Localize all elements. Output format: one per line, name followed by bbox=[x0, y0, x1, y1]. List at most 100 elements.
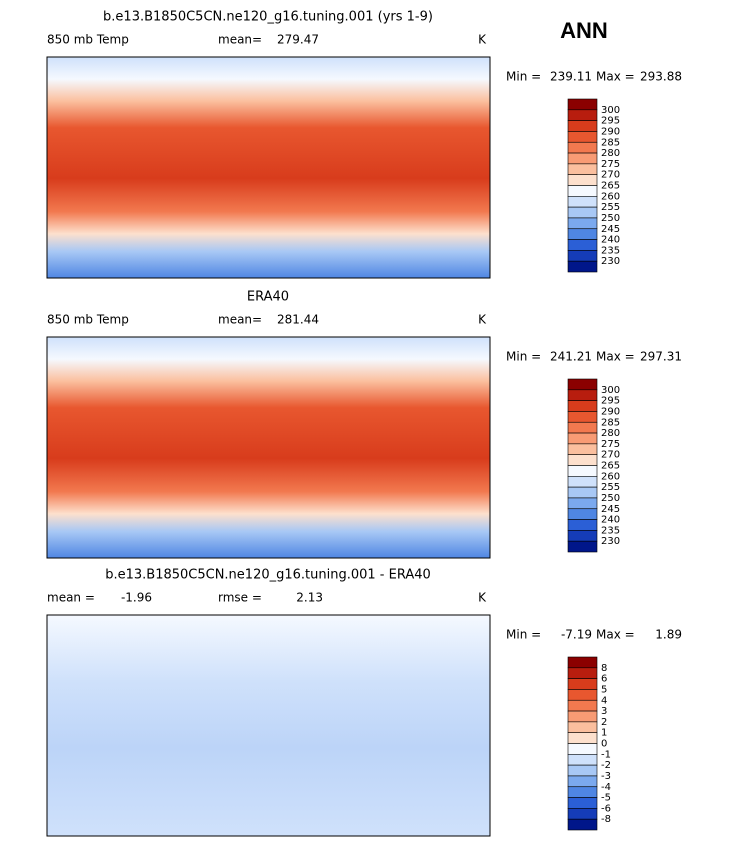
colorbar-label: 260 bbox=[601, 191, 620, 202]
units: K bbox=[478, 313, 487, 327]
colorbar-label: 245 bbox=[601, 224, 620, 235]
colorbar-box bbox=[567, 400, 598, 412]
colorbar-box bbox=[567, 497, 598, 510]
colorbar-label: 235 bbox=[601, 245, 620, 256]
colorbar-box bbox=[567, 196, 598, 208]
colorbar-box bbox=[567, 260, 598, 273]
panel-title: ERA40 bbox=[247, 290, 289, 305]
colorbar-label: -4 bbox=[601, 782, 611, 793]
colorbar-box bbox=[567, 389, 598, 401]
max-label: Max = bbox=[596, 70, 635, 84]
min-value: 241.21 bbox=[550, 350, 592, 364]
colorbar-label: 255 bbox=[601, 202, 620, 213]
stat-label: mean= bbox=[218, 313, 262, 327]
colorbar-box bbox=[567, 667, 598, 679]
colorbar-box bbox=[567, 678, 598, 690]
colorbar-box bbox=[567, 530, 598, 542]
min-label: Min = bbox=[506, 350, 541, 364]
colorbar-label: 285 bbox=[601, 417, 620, 428]
colorbar-label: -3 bbox=[601, 771, 611, 782]
stat-label: rmse = bbox=[218, 591, 262, 605]
colorbar-box bbox=[567, 109, 598, 121]
colorbar-box bbox=[567, 239, 598, 251]
min-value: -7.19 bbox=[561, 628, 592, 642]
stat-label: mean = bbox=[47, 591, 95, 605]
colorbar-box bbox=[567, 519, 598, 531]
colorbar-box bbox=[567, 250, 598, 262]
colorbar-box bbox=[567, 476, 598, 488]
colorbar-label: 300 bbox=[601, 105, 620, 116]
colorbar-label: 265 bbox=[601, 461, 620, 472]
colorbar-label: 270 bbox=[601, 170, 620, 181]
colorbar-label: 240 bbox=[601, 235, 620, 246]
colorbar-label: 6 bbox=[601, 674, 607, 685]
colorbar-label: 250 bbox=[601, 493, 620, 504]
colorbar-label: -5 bbox=[601, 793, 611, 804]
colorbar-box bbox=[567, 120, 598, 132]
colorbar-box bbox=[567, 710, 598, 723]
variable-label: 850 mb Temp bbox=[47, 33, 129, 47]
colorbar-box bbox=[567, 131, 598, 143]
panel-title: b.e13.B1850C5CN.ne120_g16.tuning.001 (yr… bbox=[103, 10, 433, 25]
colorbar-box bbox=[567, 540, 598, 553]
colorbar-label: 240 bbox=[601, 515, 620, 526]
colorbar-label: 265 bbox=[601, 181, 620, 192]
colorbar-box bbox=[567, 754, 598, 766]
colorbar-label: -2 bbox=[601, 760, 611, 771]
colorbar-label: 285 bbox=[601, 137, 620, 148]
colorbar-box bbox=[567, 378, 598, 391]
colorbar-box bbox=[567, 185, 598, 197]
units: K bbox=[478, 591, 487, 605]
colorbar-label: 0 bbox=[601, 739, 607, 750]
colorbar-label: 295 bbox=[601, 116, 620, 127]
colorbar-box bbox=[567, 421, 598, 434]
variable-label: 850 mb Temp bbox=[47, 313, 129, 327]
colorbar-box bbox=[567, 721, 598, 733]
stat-value: 281.44 bbox=[277, 313, 319, 327]
map bbox=[46, 336, 491, 559]
colorbar-box bbox=[567, 174, 598, 186]
stat-value: 279.47 bbox=[277, 33, 319, 47]
max-value: 297.31 bbox=[640, 350, 682, 364]
colorbar-box bbox=[567, 206, 598, 219]
colorbar-label: 250 bbox=[601, 213, 620, 224]
colorbar-box bbox=[567, 228, 598, 240]
colorbar-box bbox=[567, 508, 598, 520]
min-label: Min = bbox=[506, 628, 541, 642]
colorbar-label: 280 bbox=[601, 428, 620, 439]
stat-label: mean= bbox=[218, 33, 262, 47]
colorbar-label: -6 bbox=[601, 803, 611, 814]
colorbar-label: 290 bbox=[601, 126, 620, 137]
colorbar-box bbox=[567, 411, 598, 423]
colorbar-label: 275 bbox=[601, 159, 620, 170]
colorbar-label: 230 bbox=[601, 536, 620, 547]
colorbar-box bbox=[567, 689, 598, 701]
colorbar-label: 8 bbox=[601, 663, 607, 674]
colorbar-label: 255 bbox=[601, 482, 620, 493]
colorbar-label: 295 bbox=[601, 396, 620, 407]
colorbar-box bbox=[567, 818, 598, 831]
colorbar-box bbox=[567, 152, 598, 165]
colorbar-label: 2 bbox=[601, 717, 607, 728]
panel-title: b.e13.B1850C5CN.ne120_g16.tuning.001 - E… bbox=[105, 568, 431, 583]
colorbar-label: 3 bbox=[601, 706, 607, 717]
min-value: 239.11 bbox=[550, 70, 592, 84]
colorbar-box bbox=[567, 432, 598, 445]
colorbar-box bbox=[567, 699, 598, 712]
max-label: Max = bbox=[596, 628, 635, 642]
colorbar-label: 280 bbox=[601, 148, 620, 159]
colorbar-label: 245 bbox=[601, 504, 620, 515]
map bbox=[46, 614, 491, 837]
colorbar-box bbox=[567, 775, 598, 788]
max-label: Max = bbox=[596, 350, 635, 364]
stat-value: 2.13 bbox=[296, 591, 323, 605]
colorbar-box bbox=[567, 656, 598, 669]
colorbar-box bbox=[567, 141, 598, 154]
colorbar-box bbox=[567, 98, 598, 111]
colorbar-label: 270 bbox=[601, 450, 620, 461]
colorbar-label: 260 bbox=[601, 471, 620, 482]
colorbar-box bbox=[567, 217, 598, 230]
colorbar-box bbox=[567, 454, 598, 466]
colorbar-label: 235 bbox=[601, 525, 620, 536]
